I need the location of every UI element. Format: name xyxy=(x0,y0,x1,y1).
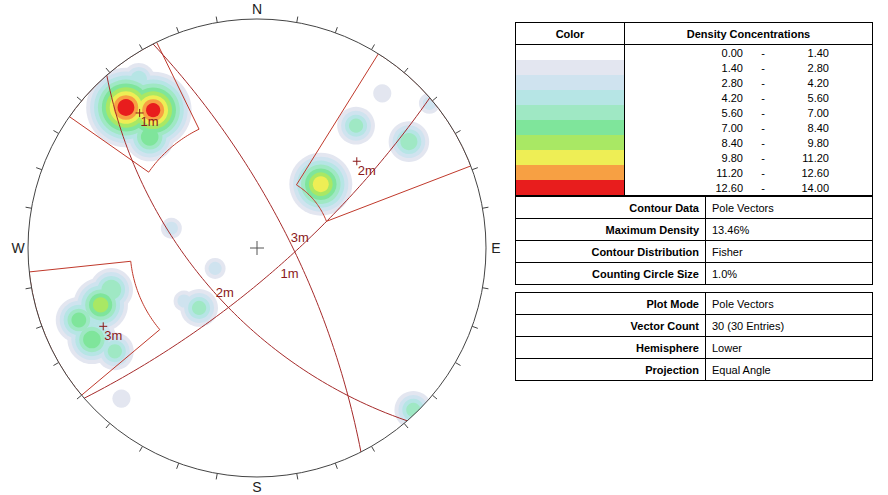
html-text:Pole Vectors: Pole Vectors xyxy=(712,297,774,310)
html-text:Fisher: Fisher xyxy=(712,245,743,258)
html-text:9.80: 9.80 xyxy=(807,136,829,149)
html-text:Equal Angle: Equal Angle xyxy=(712,363,771,376)
html-text:5.60: 5.60 xyxy=(807,91,829,104)
html-text:30 (30 Entries): 30 (30 Entries) xyxy=(712,319,785,332)
svg-text:1m: 1m xyxy=(280,266,298,281)
svg-text:2m: 2m xyxy=(216,285,234,300)
html-text:12.60: 12.60 xyxy=(801,166,829,179)
html-text:11.20: 11.20 xyxy=(802,151,829,164)
svg-text:3m: 3m xyxy=(291,230,309,245)
html-text:Color: Color xyxy=(555,27,585,40)
html-text:1.40: 1.40 xyxy=(807,46,829,59)
html-text:Contour Data: Contour Data xyxy=(629,201,699,214)
html-text:Counting Circle Size: Counting Circle Size xyxy=(592,267,699,280)
html-text:11.20: 11.20 xyxy=(716,166,743,179)
html-text:4.20: 4.20 xyxy=(721,91,743,104)
html-text:Plot Mode: Plot Mode xyxy=(646,297,699,310)
html-text:Hemisphere: Hemisphere xyxy=(636,341,699,354)
html-text:1.40: 1.40 xyxy=(721,61,743,74)
svg-text:N: N xyxy=(252,1,262,17)
svg-text:W: W xyxy=(11,240,25,256)
svg-text:S: S xyxy=(252,479,261,495)
html-text:8.40: 8.40 xyxy=(807,121,829,134)
html-text:8.40: 8.40 xyxy=(721,136,743,149)
html-text:12.60: 12.60 xyxy=(715,181,743,194)
html-text:Projection: Projection xyxy=(645,363,699,376)
svg-text:E: E xyxy=(491,240,500,256)
html-text:Pole Vectors: Pole Vectors xyxy=(712,201,774,214)
html-text:7.00: 7.00 xyxy=(807,106,829,119)
html-text:Maximum Density: Maximum Density xyxy=(605,223,699,236)
html-text:0.00: 0.00 xyxy=(721,46,743,59)
html-text:5.60: 5.60 xyxy=(721,106,743,119)
html-text:9.80: 9.80 xyxy=(721,151,743,164)
html-text:4.20: 4.20 xyxy=(807,76,829,89)
html-text:1.0%: 1.0% xyxy=(712,267,738,280)
html-text:Lower: Lower xyxy=(712,341,742,354)
svg-text:2m: 2m xyxy=(358,163,376,178)
html-text:7.00: 7.00 xyxy=(721,121,743,134)
html-text:2.80: 2.80 xyxy=(807,61,829,74)
html-text:Density Concentrations: Density Concentrations xyxy=(686,27,811,40)
html-text:2.80: 2.80 xyxy=(721,76,743,89)
html-text:13.46%: 13.46% xyxy=(712,223,750,236)
html-text:14.00: 14.00 xyxy=(801,181,829,194)
html-text:Contour Distribution: Contour Distribution xyxy=(591,245,699,258)
svg-text:3m: 3m xyxy=(104,328,122,343)
html-text:Vector Count: Vector Count xyxy=(630,319,699,332)
svg-text:1m: 1m xyxy=(141,114,159,129)
